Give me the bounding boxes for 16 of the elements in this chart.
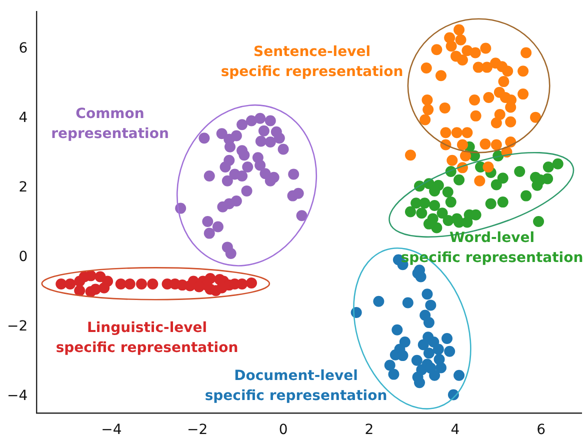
series-label: Document-level specific representation (204, 367, 388, 406)
y-tick-label: 2 (18, 179, 28, 196)
y-tick-label: −2 (6, 318, 28, 334)
x-tick-label: 2 (364, 422, 374, 438)
x-tick-label: 6 (536, 422, 546, 438)
y-tick-label: 6 (18, 40, 28, 57)
text: Linguistic-level specific representation (54, 319, 240, 358)
x-tick-label: −2 (187, 422, 208, 438)
series-label: Sentence-level specific representation (220, 43, 404, 82)
y-tick-label: −4 (6, 388, 28, 404)
text: Common representation (50, 105, 170, 144)
x-tick-label: −4 (101, 422, 122, 438)
x-tick-label: 4 (450, 422, 460, 438)
y-tick-label: 0 (18, 248, 28, 265)
x-tick-label: 0 (278, 422, 288, 438)
y-tick-label: 4 (18, 110, 28, 126)
